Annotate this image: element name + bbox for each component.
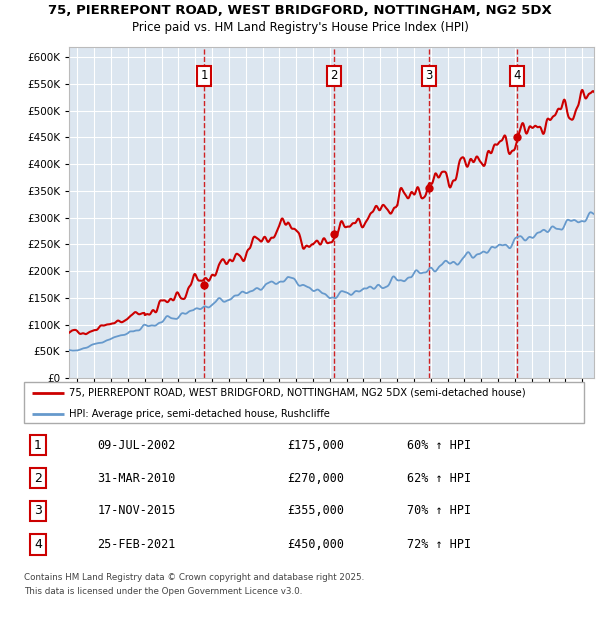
- Text: 1: 1: [34, 439, 42, 452]
- Text: £175,000: £175,000: [287, 439, 344, 452]
- Text: 31-MAR-2010: 31-MAR-2010: [98, 472, 176, 484]
- Text: £355,000: £355,000: [287, 504, 344, 517]
- Text: 75, PIERREPONT ROAD, WEST BRIDGFORD, NOTTINGHAM, NG2 5DX: 75, PIERREPONT ROAD, WEST BRIDGFORD, NOT…: [48, 4, 552, 17]
- Text: 3: 3: [34, 504, 42, 517]
- Text: Price paid vs. HM Land Registry's House Price Index (HPI): Price paid vs. HM Land Registry's House …: [131, 21, 469, 34]
- Text: 2: 2: [330, 69, 338, 82]
- Text: HPI: Average price, semi-detached house, Rushcliffe: HPI: Average price, semi-detached house,…: [69, 409, 330, 419]
- Text: 70% ↑ HPI: 70% ↑ HPI: [407, 504, 470, 517]
- Text: 3: 3: [425, 69, 433, 82]
- Text: 75, PIERREPONT ROAD, WEST BRIDGFORD, NOTTINGHAM, NG2 5DX (semi-detached house): 75, PIERREPONT ROAD, WEST BRIDGFORD, NOT…: [69, 388, 526, 397]
- Text: 09-JUL-2002: 09-JUL-2002: [98, 439, 176, 452]
- Text: This data is licensed under the Open Government Licence v3.0.: This data is licensed under the Open Gov…: [24, 587, 302, 596]
- Text: 4: 4: [34, 538, 42, 551]
- Text: 60% ↑ HPI: 60% ↑ HPI: [407, 439, 470, 452]
- Text: 72% ↑ HPI: 72% ↑ HPI: [407, 538, 470, 551]
- Text: 25-FEB-2021: 25-FEB-2021: [98, 538, 176, 551]
- Text: £450,000: £450,000: [287, 538, 344, 551]
- Text: 17-NOV-2015: 17-NOV-2015: [98, 504, 176, 517]
- Text: 1: 1: [200, 69, 208, 82]
- FancyBboxPatch shape: [24, 382, 584, 423]
- Text: Contains HM Land Registry data © Crown copyright and database right 2025.: Contains HM Land Registry data © Crown c…: [24, 574, 364, 583]
- Text: £270,000: £270,000: [287, 472, 344, 484]
- Text: 4: 4: [514, 69, 521, 82]
- Text: 2: 2: [34, 472, 42, 484]
- Text: 62% ↑ HPI: 62% ↑ HPI: [407, 472, 470, 484]
